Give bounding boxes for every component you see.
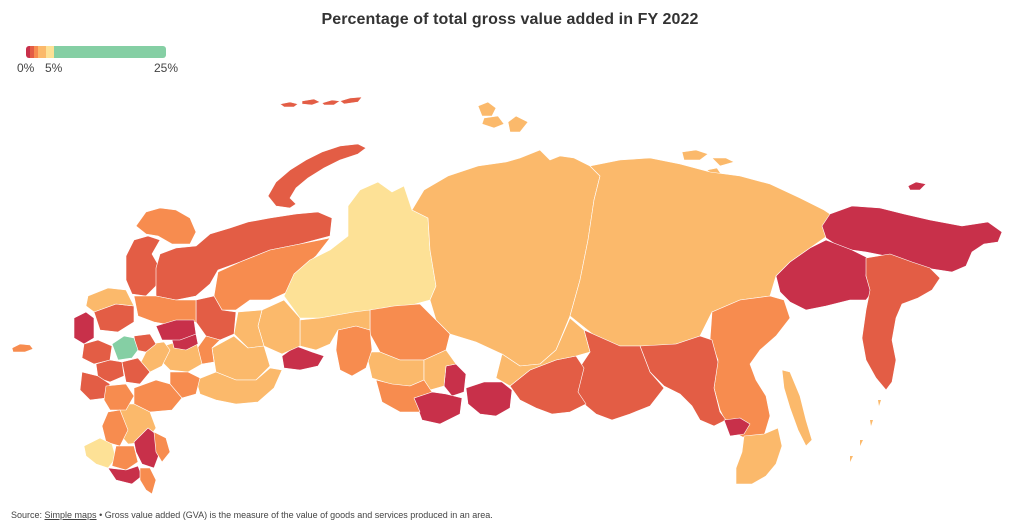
source-prefix: Source: <box>11 510 45 520</box>
region-kamchatka[interactable] <box>861 253 941 391</box>
region-omsk[interactable] <box>335 325 373 377</box>
legend-stop-low <box>30 46 34 58</box>
legend-stop-very-low <box>26 46 30 58</box>
region-kaliningrad[interactable] <box>11 343 34 353</box>
legend-stop-mid-high <box>46 46 54 58</box>
region-vologda[interactable] <box>133 295 197 327</box>
legend-label-mid: 5% <box>45 61 63 75</box>
arctic-islands-mid <box>477 101 735 175</box>
region-altai[interactable] <box>413 391 463 425</box>
region-kostroma[interactable] <box>155 319 197 341</box>
region-kalmykia[interactable] <box>133 427 161 469</box>
region-kurgan[interactable] <box>281 345 325 371</box>
region-kirov[interactable] <box>195 295 237 341</box>
legend-stop-mid-low <box>34 46 38 58</box>
region-khakassia[interactable] <box>443 363 467 397</box>
region-novaya-zemlya[interactable] <box>267 143 367 209</box>
footer-note: Gross value added (GVA) is the measure o… <box>104 510 493 520</box>
region-moscow[interactable] <box>111 335 139 361</box>
source-link[interactable]: Simple maps <box>44 510 97 520</box>
legend-label-min: 0% <box>17 61 35 75</box>
region-murmansk[interactable] <box>135 207 197 245</box>
region-irkutsk[interactable] <box>495 317 591 387</box>
region-tyumen-south[interactable] <box>299 309 371 351</box>
region-primorsky[interactable] <box>735 427 783 485</box>
region-altai-krai[interactable] <box>375 379 433 413</box>
legend-stop-mid <box>38 46 46 58</box>
region-voronezh-belgorod[interactable] <box>103 383 135 411</box>
map-footer: Source: Simple maps • Gross value added … <box>11 510 493 520</box>
legend-color-bar <box>26 46 166 58</box>
region-karelia[interactable] <box>125 235 161 297</box>
region-tuva[interactable] <box>465 381 513 417</box>
region-pskov[interactable] <box>73 311 95 345</box>
footer-separator: • <box>96 510 105 520</box>
region-arkhangelsk[interactable] <box>155 211 333 301</box>
region-stavropol[interactable] <box>111 445 139 471</box>
legend-stop-high <box>54 46 166 58</box>
region-dagestan[interactable] <box>139 467 157 495</box>
region-orenburg[interactable] <box>195 367 283 405</box>
region-krasnodar[interactable] <box>83 437 117 469</box>
kuril-islands <box>850 400 881 462</box>
legend-label-max: 25% <box>154 61 179 75</box>
region-sakha[interactable] <box>569 157 837 347</box>
region-jewish-ao[interactable] <box>723 417 751 437</box>
region-sakhalin[interactable] <box>781 369 813 447</box>
region-leningrad[interactable] <box>85 287 135 313</box>
region-smolensk[interactable] <box>81 339 113 365</box>
franz-josef-land <box>279 96 363 108</box>
region-astrakhan[interactable] <box>153 431 171 463</box>
region-ryazan-lipetsk[interactable] <box>121 357 151 385</box>
color-legend: 0% 5% 25% <box>17 46 178 75</box>
chart-title: Percentage of total gross value added in… <box>321 11 699 28</box>
region-wrangel-island[interactable] <box>907 181 927 191</box>
